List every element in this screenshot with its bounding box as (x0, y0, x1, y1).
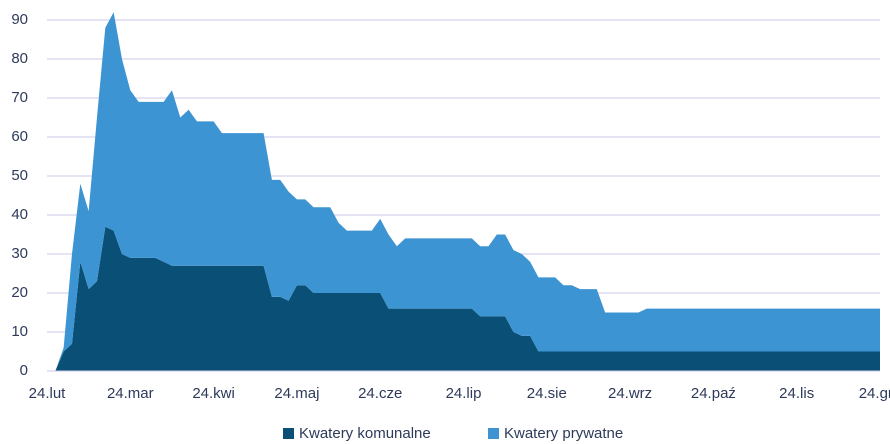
x-tick-label: 24.mar (107, 385, 154, 402)
x-tick-label: 24.paź (691, 385, 736, 402)
y-tick-label: 60 (11, 128, 28, 145)
x-tick-label: 24.gru (859, 385, 890, 402)
legend-swatch (283, 428, 294, 439)
x-tick-label: 24.lut (29, 385, 67, 402)
y-tick-label: 70 (11, 89, 28, 106)
x-tick-label: 24.cze (358, 385, 402, 402)
y-tick-label: 80 (11, 50, 28, 67)
y-tick-label: 90 (11, 11, 28, 28)
x-tick-label: 24.lis (779, 385, 814, 402)
y-tick-label: 0 (20, 362, 28, 379)
legend-label: Kwatery prywatne (504, 425, 623, 442)
area (47, 226, 880, 371)
legend-label: Kwatery komunalne (299, 425, 431, 442)
x-tick-label: 24.maj (274, 385, 319, 402)
x-tick-label: 24.lip (446, 385, 482, 402)
y-tick-label: 30 (11, 245, 28, 262)
y-tick-label: 20 (11, 284, 28, 301)
y-tick-label: 10 (11, 323, 28, 340)
area (47, 12, 880, 371)
y-tick-label: 50 (11, 167, 28, 184)
legend-swatch (488, 428, 499, 439)
y-tick-label: 40 (11, 206, 28, 223)
x-tick-label: 24.kwi (192, 385, 235, 402)
x-tick-label: 24.wrz (608, 385, 652, 402)
x-tick-label: 24.sie (527, 385, 567, 402)
